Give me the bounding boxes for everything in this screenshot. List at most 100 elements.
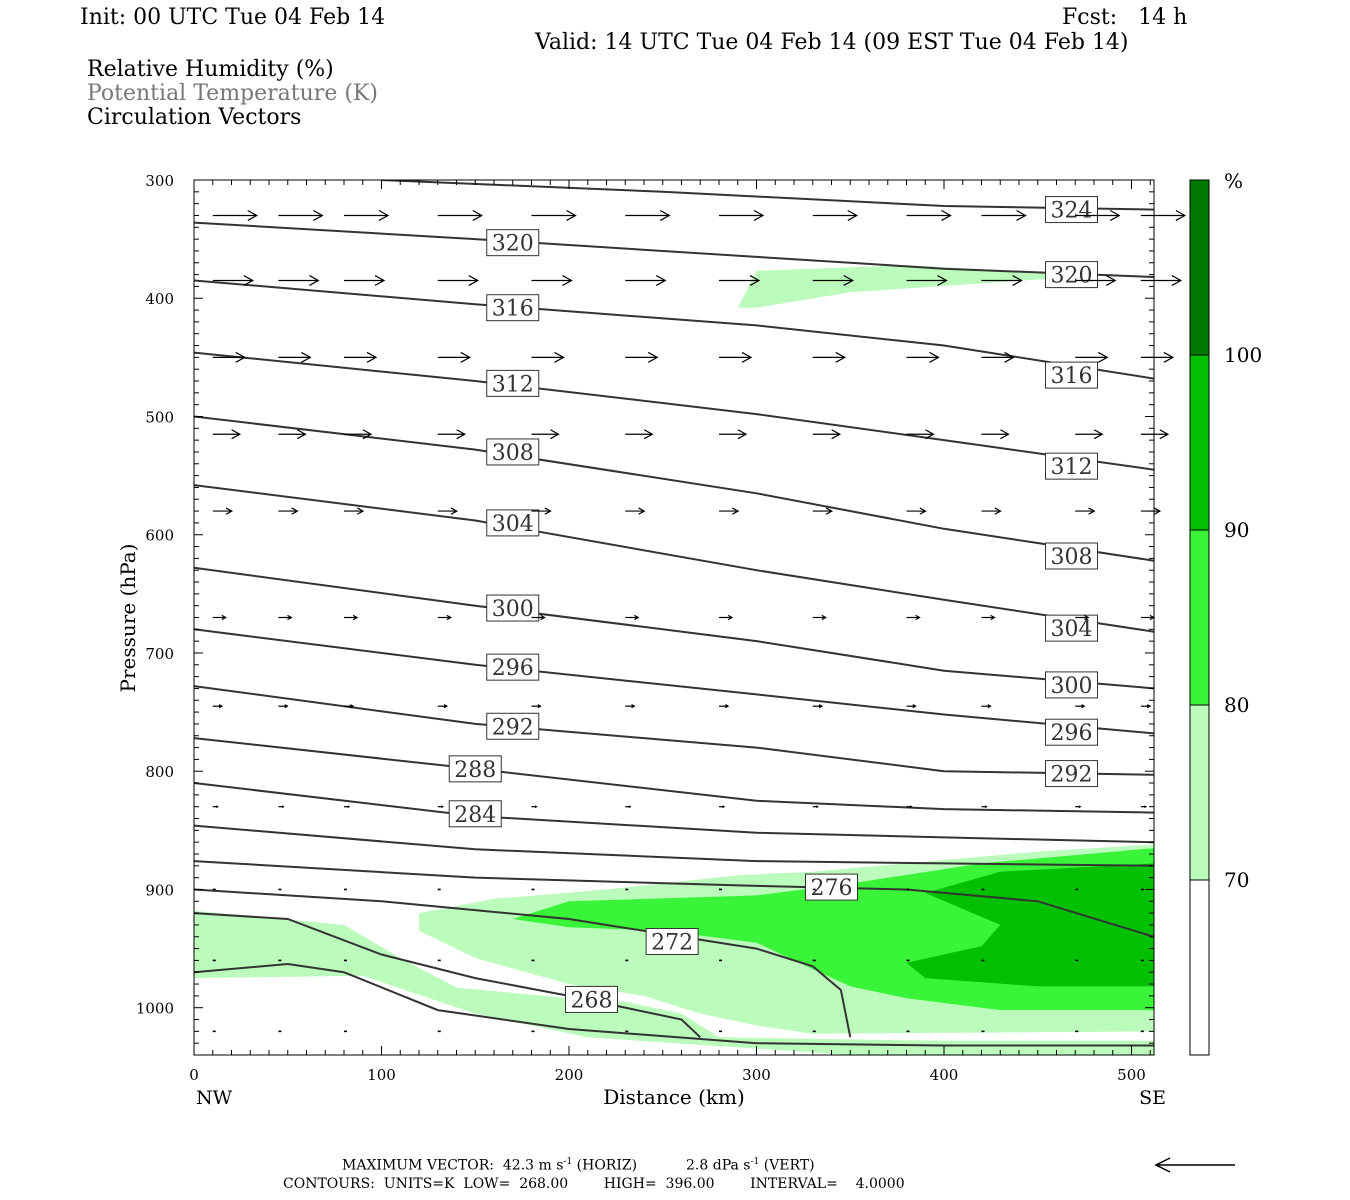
field-vectors-label: Circulation Vectors bbox=[87, 105, 302, 130]
theta-label-box bbox=[448, 800, 502, 828]
theta-label-box bbox=[486, 369, 540, 397]
vector-arrow-head bbox=[984, 805, 988, 809]
init-time: Init: 00 UTC Tue 04 Feb 14 bbox=[80, 5, 386, 30]
vector-arrow-head bbox=[440, 805, 444, 809]
colorbar-label: 80 bbox=[1224, 693, 1249, 717]
vector-arrow-head bbox=[647, 351, 659, 363]
vector-arrow-head bbox=[722, 805, 726, 809]
rh-region-1 bbox=[194, 910, 1154, 1055]
vector-arrow-head bbox=[472, 209, 483, 221]
colorbar: 70 80 90 100% bbox=[1189, 169, 1262, 1056]
vector-arrow-head bbox=[562, 275, 573, 286]
vector-arrow-head bbox=[847, 209, 858, 221]
vector-arrow-head bbox=[218, 704, 223, 709]
vector-arrow-head bbox=[296, 429, 307, 440]
theta-line-312 bbox=[194, 351, 1154, 471]
vector-arrow-head bbox=[741, 351, 753, 363]
vector-arrow-head bbox=[544, 507, 552, 515]
theta-label-312: 312 bbox=[492, 372, 534, 397]
vector-arrow-head bbox=[1105, 275, 1117, 286]
vector-arrow-head bbox=[301, 351, 312, 363]
vector-arrow-head bbox=[243, 275, 254, 286]
vector-arrow-head bbox=[1000, 429, 1010, 440]
vector-arrow-head bbox=[534, 805, 538, 809]
vector-arrow-head bbox=[456, 429, 466, 440]
colorbar-segment bbox=[1189, 879, 1210, 1056]
forecast-hour: Fcst: 14 h bbox=[1062, 5, 1188, 30]
vector-arrow-head bbox=[566, 209, 577, 221]
x-tick-label: 500 bbox=[1117, 1066, 1146, 1084]
theta-label-box bbox=[1045, 671, 1098, 699]
vector-arrow-head bbox=[1146, 704, 1152, 709]
vector-arrow-head bbox=[655, 275, 667, 286]
vector-arrow-head bbox=[929, 351, 940, 363]
theta-label-316: 316 bbox=[492, 297, 534, 322]
y-axis-label: Pressure (hPa) bbox=[116, 544, 140, 693]
colorbar-segment bbox=[1189, 704, 1210, 881]
theta-label-320: 320 bbox=[492, 232, 534, 257]
vector-arrow-head bbox=[221, 614, 227, 621]
vector-arrow-head bbox=[450, 507, 458, 515]
theta-line-296 bbox=[194, 628, 1154, 735]
vector-arrow-head bbox=[1153, 507, 1162, 515]
colorbar-segment bbox=[1189, 354, 1210, 531]
y-tick-label: 500 bbox=[145, 408, 174, 426]
x-end-right-label: SE bbox=[1139, 1087, 1166, 1109]
vector-arrow-head bbox=[1097, 351, 1109, 363]
theta-line-300 bbox=[194, 566, 1154, 690]
vector-arrow-head bbox=[357, 507, 365, 515]
theta-label-box bbox=[805, 873, 858, 901]
colorbar-label: 90 bbox=[1224, 518, 1249, 542]
y-tick-label: 300 bbox=[145, 172, 174, 190]
theta-line-272 bbox=[194, 888, 852, 1038]
vector-arrow-head bbox=[366, 351, 378, 363]
colorbar-label: 70 bbox=[1224, 868, 1249, 892]
theta-label-284: 284 bbox=[454, 803, 496, 828]
valid-time: Valid: 14 UTC Tue 04 Feb 14 (09 EST Tue … bbox=[535, 30, 1129, 55]
reference-vector-head-icon bbox=[1154, 1157, 1171, 1173]
x-tick-label: 300 bbox=[742, 1066, 771, 1084]
vector-arrow-head bbox=[725, 704, 730, 709]
vector-arrow-head bbox=[925, 429, 935, 440]
theta-label-304: 304 bbox=[492, 512, 534, 537]
vector-arrow-head bbox=[1088, 507, 1096, 515]
vector-arrow-head bbox=[634, 614, 640, 621]
theta-line-264 bbox=[194, 962, 1154, 1047]
vector-arrow-head bbox=[912, 704, 917, 709]
y-tick-label: 800 bbox=[145, 763, 174, 781]
x-axis-label: Distance (km) bbox=[603, 1085, 745, 1109]
theta-line-292 bbox=[194, 685, 1154, 776]
vector-arrow-head bbox=[550, 429, 560, 440]
theta-label-300: 300 bbox=[1051, 674, 1093, 699]
vector-arrow-head bbox=[1109, 209, 1121, 221]
theta-line-316 bbox=[194, 279, 1154, 380]
vector-arrow-head bbox=[835, 351, 846, 363]
vector-arrow-head bbox=[990, 614, 996, 621]
vector-arrow-head bbox=[352, 614, 359, 621]
theta-label-304: 304 bbox=[1051, 617, 1093, 642]
x-tick-label: 100 bbox=[367, 1066, 396, 1084]
theta-label-268: 268 bbox=[571, 988, 613, 1013]
theta-label-box bbox=[1045, 196, 1098, 224]
y-tick-label: 900 bbox=[145, 881, 174, 899]
vector-arrow-head bbox=[821, 614, 827, 621]
theta-label-box bbox=[486, 594, 540, 622]
theta-label-296: 296 bbox=[1051, 721, 1093, 746]
vector-arrow-head bbox=[1012, 275, 1023, 286]
vector-arrow-head bbox=[1163, 351, 1175, 363]
colorbar-segment bbox=[1189, 529, 1210, 706]
theta-label-292: 292 bbox=[1051, 763, 1093, 788]
vector-arrow-head bbox=[537, 704, 542, 709]
vector-arrow-head bbox=[727, 614, 734, 621]
vector-arrow-head bbox=[540, 614, 546, 621]
theta-label-box bbox=[486, 229, 540, 257]
theta-label-272: 272 bbox=[651, 930, 693, 955]
vector-arrow-head bbox=[749, 275, 761, 286]
theta-label-box bbox=[1045, 718, 1098, 746]
theta-line-304 bbox=[194, 484, 1154, 633]
vector-arrow-head bbox=[937, 275, 948, 286]
vector-layer bbox=[212, 209, 1187, 1033]
vector-arrow-head bbox=[737, 429, 748, 440]
theta-label-box bbox=[486, 653, 540, 681]
